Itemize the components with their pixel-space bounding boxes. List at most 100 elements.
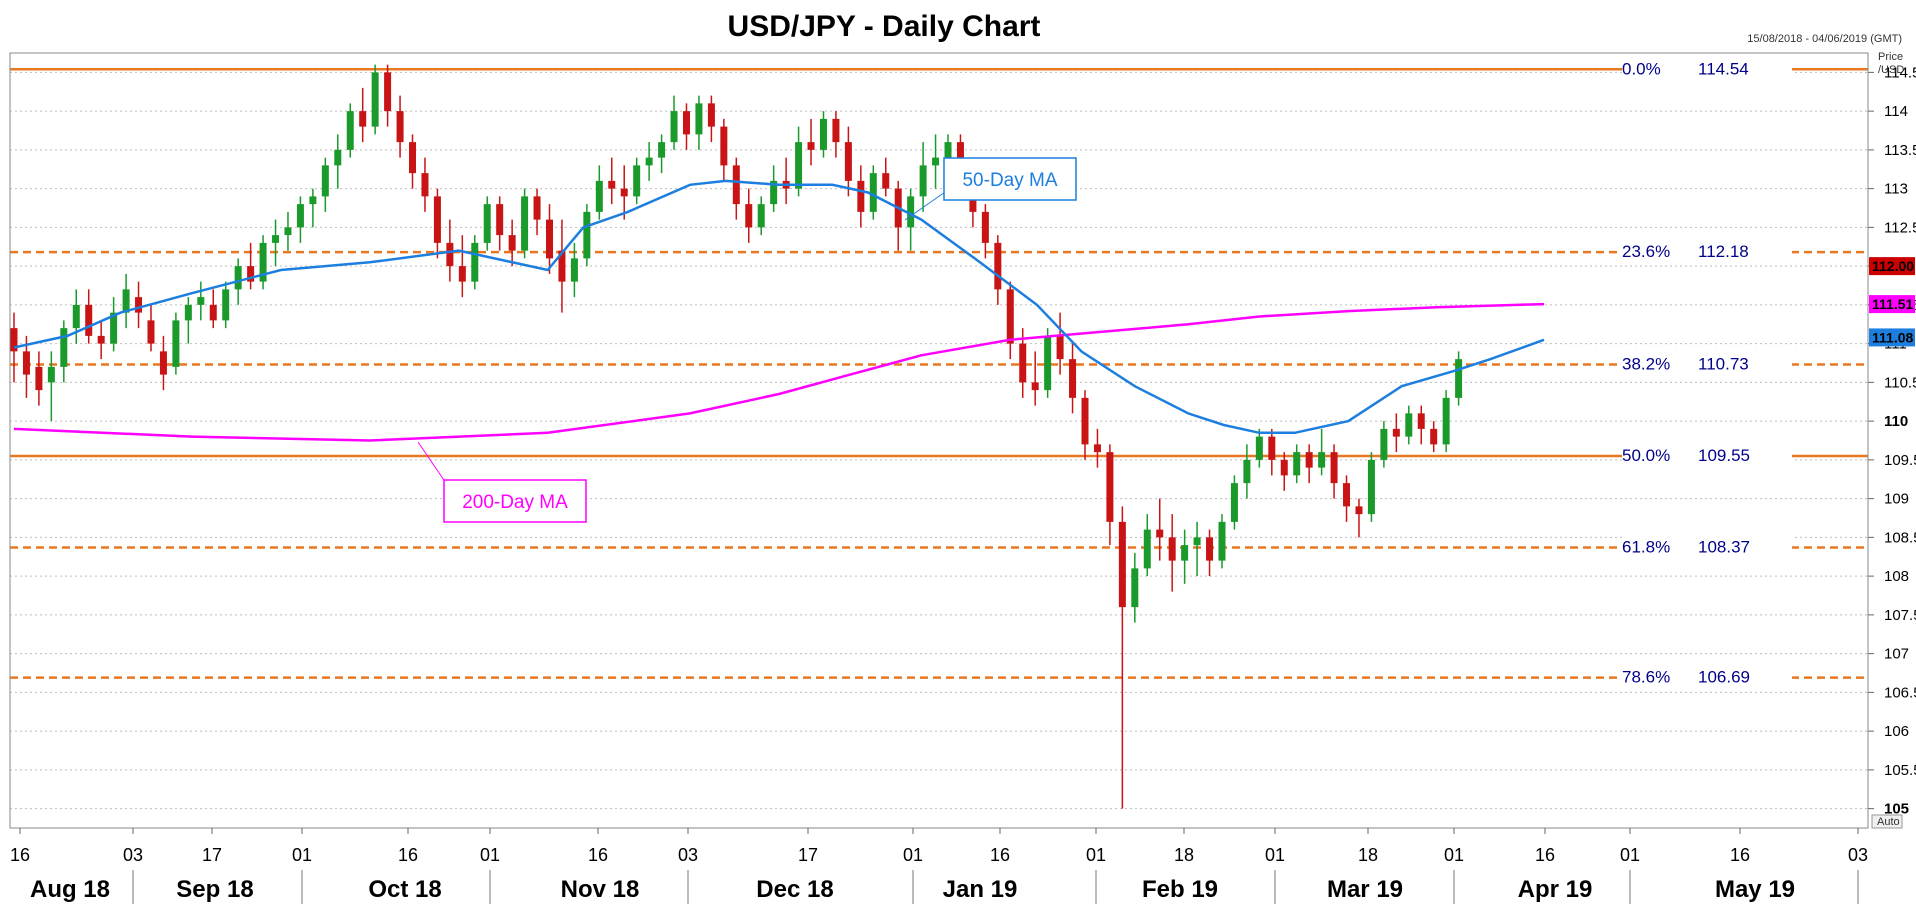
price-tag-label: 111.51 — [1872, 296, 1913, 312]
x-tick-label: 03 — [1848, 845, 1868, 865]
candle-body — [147, 320, 155, 344]
auto-box — [1871, 814, 1903, 829]
candle-body — [1143, 529, 1151, 569]
x-tick-label: 16 — [398, 845, 418, 865]
candle-body — [608, 180, 616, 189]
candle-body — [483, 204, 491, 243]
y-tick-label: 113.5 — [1884, 142, 1916, 159]
candle-body — [247, 266, 255, 282]
candle-body — [1430, 428, 1438, 445]
y-tick-label: 110.5 — [1884, 374, 1916, 391]
moving-averages — [13, 179, 1545, 442]
month-label: Oct 18 — [368, 876, 441, 903]
fib-label-bg — [1622, 535, 1792, 558]
month-label: Apr 19 — [1518, 876, 1593, 903]
fib-level-value: 108.37 — [1698, 537, 1750, 556]
candle-body — [595, 180, 603, 212]
x-tick-label: 03 — [678, 845, 698, 865]
candle-body — [757, 204, 765, 228]
candle-body — [1255, 436, 1263, 460]
candle-body — [1193, 537, 1201, 546]
y-tick-label: 109.5 — [1884, 452, 1916, 469]
candle-body — [1318, 452, 1326, 468]
candle-body — [1056, 335, 1064, 360]
price-tag-box — [1869, 328, 1915, 347]
price-tag-label: 112.00 — [1872, 258, 1914, 274]
candle-body — [1181, 545, 1189, 561]
candle-body — [1392, 428, 1400, 437]
candle-body — [832, 118, 840, 143]
candle-body — [919, 165, 927, 197]
candle-body — [396, 111, 404, 143]
fib-label-bg — [1622, 352, 1792, 375]
y-tick-label: 114 — [1884, 103, 1908, 120]
x-tick-label: 17 — [798, 845, 818, 865]
candle-body — [346, 111, 354, 150]
fib-level-pct: 0.0% — [1622, 59, 1661, 78]
candle-body — [209, 304, 217, 321]
candle-body — [1106, 452, 1114, 522]
ma200-callout-box — [443, 479, 587, 523]
fib-level-pct: 61.8% — [1622, 537, 1670, 556]
x-tick-label: 01 — [1620, 845, 1640, 865]
candle-body — [1355, 506, 1363, 515]
candle-body — [72, 304, 80, 329]
x-tick-label: 16 — [1730, 845, 1750, 865]
candle-body — [321, 165, 329, 197]
candle-body — [10, 328, 18, 352]
candle-body — [944, 142, 952, 166]
x-tick-label: 16 — [588, 845, 608, 865]
plot-frame — [9, 52, 1869, 829]
candle-body — [371, 72, 379, 127]
candle-body — [695, 103, 703, 135]
candle-body — [882, 173, 890, 189]
candle-body — [732, 165, 740, 205]
x-tick-label: 01 — [1444, 845, 1464, 865]
month-label: May 19 — [1715, 876, 1795, 903]
candle-body — [384, 72, 392, 112]
candle-body — [272, 235, 280, 243]
candle-body — [1218, 521, 1226, 561]
y-tick-label: 108 — [1884, 568, 1909, 585]
chart-title: USD/JPY - Daily Chart — [728, 10, 1041, 43]
candle-body — [645, 157, 653, 166]
candle-body — [122, 289, 130, 313]
y-tick-label: 114.5 — [1884, 64, 1916, 81]
candle-body — [869, 173, 877, 212]
y-tick-label: 109 — [1884, 491, 1909, 508]
y-tick-label: 113 — [1884, 181, 1908, 198]
candle-body — [1156, 529, 1164, 538]
y-tick-label: 112.5 — [1884, 219, 1916, 236]
candle-body — [1243, 459, 1251, 484]
candle-body — [1069, 359, 1077, 398]
candle-body — [546, 219, 553, 259]
y-tick-label: 105.5 — [1884, 762, 1916, 779]
ma200-line — [13, 302, 1545, 442]
candle-body — [819, 118, 827, 150]
candle-body — [844, 142, 852, 181]
candle-body — [1118, 521, 1126, 608]
y-tick-label: 108.5 — [1884, 529, 1916, 546]
x-tick-label: 01 — [292, 845, 312, 865]
candle-body — [558, 250, 566, 282]
candle-body — [60, 328, 68, 367]
candle-body — [135, 297, 143, 313]
x-tick-label: 16 — [10, 845, 30, 865]
fib-level-value: 112.18 — [1698, 242, 1749, 261]
candle-body — [222, 289, 230, 321]
candle-body — [1380, 428, 1388, 460]
annotations: 50-Day MA 200-Day MA — [417, 157, 1077, 523]
y-axis-label: Price/USD — [1878, 51, 1904, 76]
candle-body — [234, 266, 242, 290]
candle-body — [770, 180, 778, 205]
month-label: Jan 19 — [943, 876, 1018, 903]
candle-body — [296, 204, 304, 228]
candle-body — [1044, 335, 1052, 391]
ma50-line — [13, 179, 1545, 435]
candle-body — [570, 258, 578, 282]
candle-body — [1442, 397, 1450, 445]
y-tick-label: 110 — [1884, 413, 1908, 430]
x-tick-label: 17 — [202, 845, 222, 865]
fib-label-bg — [1622, 240, 1792, 263]
